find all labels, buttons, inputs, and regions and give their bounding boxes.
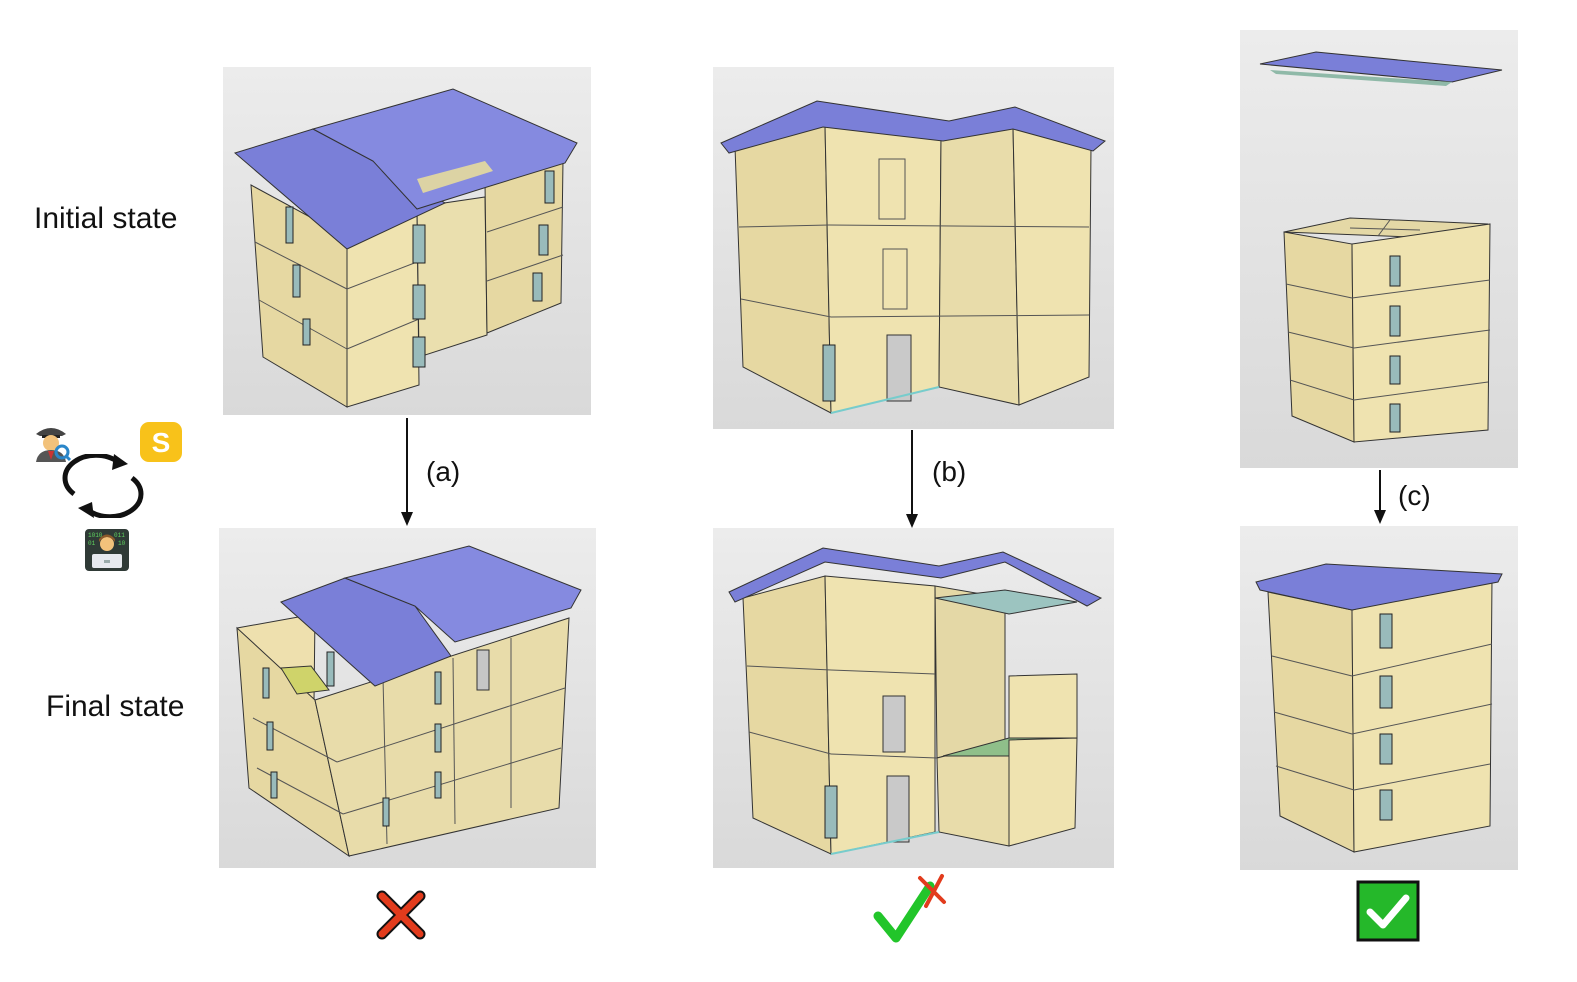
panel-a-final xyxy=(219,528,596,868)
step-label-b: (b) xyxy=(932,456,967,487)
loop-arrows-icon xyxy=(62,452,144,520)
panel-b-final xyxy=(713,528,1114,868)
s-logo-icon: S xyxy=(138,420,184,464)
initial-state-label: Initial state xyxy=(34,202,178,235)
panel-b-initial xyxy=(713,67,1114,429)
detective-icon xyxy=(30,420,72,462)
panel-a-initial xyxy=(223,67,591,415)
svg-text:10: 10 xyxy=(118,540,126,547)
arrow-c xyxy=(1374,470,1386,524)
step-label-a: (a) xyxy=(426,456,461,487)
arrow-a xyxy=(401,418,413,526)
final-state-label: Final state xyxy=(46,690,185,723)
svg-text:S: S xyxy=(152,427,171,458)
svg-text:01: 01 xyxy=(88,540,96,547)
partial-check-icon xyxy=(870,872,950,948)
svg-text:011: 011 xyxy=(114,532,125,539)
arrow-b xyxy=(906,430,918,528)
step-label-c: (c) xyxy=(1398,480,1431,511)
panel-c-final xyxy=(1240,526,1518,870)
check-box-icon xyxy=(1356,880,1420,942)
svg-text:1010: 1010 xyxy=(88,532,103,539)
cross-icon xyxy=(376,890,426,940)
panel-c-initial xyxy=(1240,30,1518,468)
coder-icon: 1010 011 01 10 xyxy=(84,528,130,572)
